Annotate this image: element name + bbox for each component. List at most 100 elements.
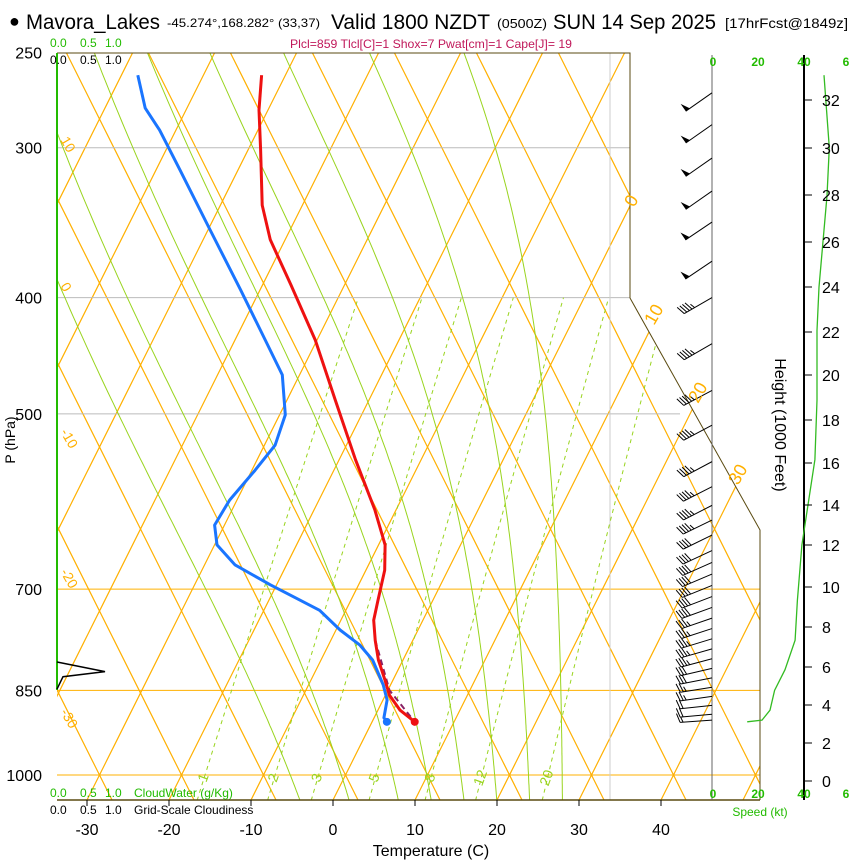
wind-barb-half-feather <box>690 349 695 355</box>
wind-barb-feather <box>679 511 687 519</box>
wind-barb-staff <box>681 606 713 619</box>
wind-barb-feather <box>678 658 685 667</box>
dry-adiabat-line <box>57 53 359 800</box>
wind-barb-half-feather <box>686 660 691 665</box>
wind-barb-feather <box>682 350 690 358</box>
wind-barb-staff <box>682 573 713 588</box>
height-tick-label: 14 <box>822 498 840 515</box>
y-axis-title: P (hPa) <box>2 416 18 463</box>
wind-barb-half-feather <box>686 621 691 626</box>
height-tick-label: 30 <box>822 141 840 158</box>
wind-barb-staff <box>683 389 713 406</box>
wind-barb-feather <box>675 649 682 658</box>
mixing-ratio-label: 1 <box>194 771 212 784</box>
wind-barb-feather <box>678 609 686 618</box>
dry-adiabat-line <box>639 53 760 800</box>
isotherm-label: 0 <box>620 191 642 210</box>
wind-barb-feather <box>679 492 687 501</box>
wind-barb-feather <box>681 524 689 532</box>
wind-barb-feather <box>675 589 683 598</box>
wind-barb <box>675 713 713 723</box>
wind-barb-staff <box>683 424 713 441</box>
wind-barb-staff <box>682 561 713 576</box>
wind-barb-feather <box>676 526 684 535</box>
header: ● Mavora_Lakes -45.274°,168.282° (33,37)… <box>9 11 848 51</box>
wind-barb-feather <box>684 538 692 546</box>
wind-barb-feather <box>681 674 687 684</box>
wind-barb-feather <box>675 658 682 668</box>
height-tick-label: 0 <box>822 774 831 791</box>
pressure-tick-label: 1000 <box>6 768 42 785</box>
height-tick-label: 4 <box>822 698 831 715</box>
wind-barb-staff <box>680 686 713 693</box>
wind-barb-feather <box>684 508 692 517</box>
wind-barb <box>675 657 713 668</box>
wind-barb-feather <box>676 556 684 565</box>
wind-barb <box>676 519 713 535</box>
wind-barb-feather <box>681 638 688 647</box>
valid-date: SUN 14 Sep 2025 <box>553 11 716 34</box>
wind-barb-half-feather <box>686 650 691 656</box>
mixing-ratio-label: 20 <box>536 767 556 787</box>
height-tick-label: 26 <box>822 235 840 252</box>
speed-scale-top: 40 <box>797 55 811 69</box>
cloudiness-scale-bottom: 1.0 <box>105 803 122 817</box>
mixing-ratio-line <box>310 297 462 800</box>
wind-barb-half-feather <box>689 524 695 530</box>
wind-barb-feather <box>675 667 682 676</box>
wind-barb-feather <box>682 303 690 311</box>
wind-barb <box>675 638 713 649</box>
mixing-ratio-line <box>475 297 610 800</box>
wind-barb-feather <box>676 306 685 314</box>
mixing-ratio-line <box>196 297 359 800</box>
wind-barb-staff <box>685 190 713 210</box>
pressure-tick-label: 400 <box>15 291 42 308</box>
wind-barb-staff <box>684 343 713 361</box>
axis-labels: 1 2 3 5 8 12 20-30 -20 -10 0 10 20 30 402503004005007… <box>2 36 850 860</box>
surface-dewpoint-point <box>382 717 391 726</box>
wind-barb-staff <box>684 297 713 315</box>
wind-barb-half-feather <box>686 641 691 646</box>
height-tick-label: 6 <box>822 660 831 677</box>
cloudiness-scale-top: 0.5 <box>80 53 97 67</box>
height-tick-label: 20 <box>822 368 840 385</box>
wind-barb-feather <box>675 600 683 609</box>
wind-barb-feather <box>681 510 690 518</box>
height-axis-title: Height (1000 Feet) <box>771 358 788 491</box>
diagram-grid <box>57 53 760 800</box>
wind-barb <box>675 665 713 677</box>
wind-barb-feather <box>681 491 690 499</box>
wind-barb <box>680 157 713 177</box>
wind-barb <box>680 124 713 144</box>
wind-barb-feather <box>678 699 684 709</box>
pressure-tick-label: 500 <box>15 407 42 424</box>
wind-barb-feather <box>681 576 689 585</box>
wind-barb-half-feather <box>689 491 695 497</box>
wind-barb <box>675 596 713 609</box>
cloudwater-scale-bottom: 1.0 <box>105 786 122 800</box>
wind-barb-feather <box>675 620 683 629</box>
speed-scale-top: 20 <box>751 55 765 69</box>
wind-barb-feather <box>675 699 681 709</box>
wind-speed-profile <box>747 75 830 723</box>
wind-barb-half-feather <box>689 467 695 472</box>
frame-outline <box>57 52 761 800</box>
wind-barb <box>675 691 713 702</box>
wind-barb-feather <box>681 628 688 637</box>
valid-time: Valid 1800 NZDT <box>331 11 490 34</box>
wind-barb-feather <box>675 708 681 718</box>
height-tick-label: 8 <box>822 620 831 637</box>
wind-barb-staff <box>681 638 713 649</box>
wind-barb-feather <box>684 597 691 606</box>
temp-tick-label: 30 <box>570 822 588 839</box>
wind-barb <box>676 550 713 565</box>
wind-barb <box>675 584 713 598</box>
wind-barb-feather <box>681 657 688 666</box>
isotherm-line <box>660 53 760 800</box>
wind-barb-feather <box>681 539 689 547</box>
wind-barb-feather <box>681 554 689 562</box>
mixing-ratio-label: 5 <box>365 771 383 784</box>
wind-barb-feather <box>681 587 689 596</box>
wind-barb-feather <box>678 691 684 701</box>
temp-tick-label: -30 <box>75 822 98 839</box>
